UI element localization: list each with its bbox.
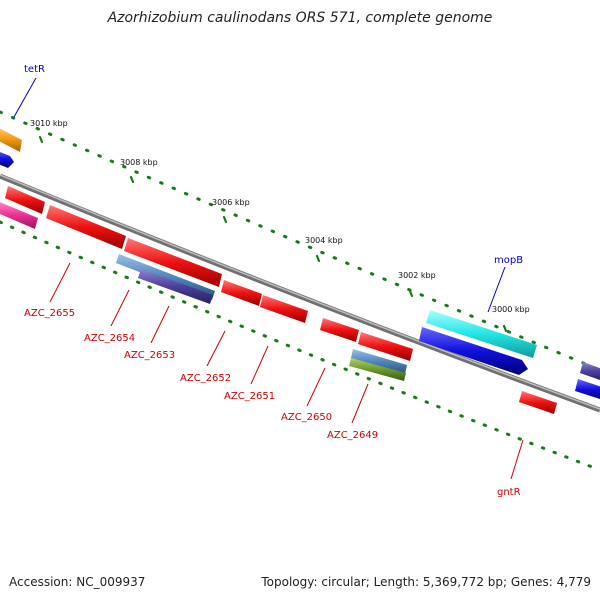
gene-label-gntR: gntR: [497, 487, 521, 498]
leader-lines: [13, 77, 524, 480]
gene-arrow: [349, 358, 406, 381]
gene-arrow: [426, 310, 537, 358]
gene-label-AZC_2655: AZC_2655: [24, 308, 75, 319]
gene-arrow: [138, 269, 213, 304]
gene-label-AZC_2651: AZC_2651: [224, 391, 275, 402]
tick-label: 3000 kbp: [492, 305, 530, 314]
gene-label-tetR: tetR: [24, 64, 45, 75]
gene-arrow: [221, 280, 262, 306]
tick-label: 3010 kbp: [30, 119, 68, 128]
map-title: Azorhizobium caulinodans ORS 571, comple…: [107, 10, 493, 26]
tick-label: 3004 kbp: [305, 236, 343, 245]
gene-label-AZC_2654: AZC_2654: [84, 333, 135, 344]
gene-arrow: [0, 152, 14, 168]
gene-arrow: [260, 295, 308, 323]
forward-genes: [0, 128, 600, 400]
gene-label-mopB: mopB: [494, 255, 523, 266]
tick-label: 3006 kbp: [212, 198, 250, 207]
genome-stats-text: Topology: circular; Length: 5,369,772 bp…: [261, 575, 591, 589]
gene-arrow: [124, 238, 222, 287]
gene-arrow: [575, 379, 600, 400]
gene-arrow: [46, 205, 126, 249]
tick-label: 3008 kbp: [120, 158, 158, 167]
gene-label-AZC_2649: AZC_2649: [327, 430, 378, 441]
tick-track-outer: [0, 110, 600, 372]
tick-track-inner: [0, 220, 600, 472]
gene-arrow: [0, 128, 22, 152]
gene-arrow: [580, 362, 600, 380]
gene-label-AZC_2652: AZC_2652: [180, 373, 231, 384]
gene-arrow: [351, 349, 407, 374]
reverse-genes: [0, 186, 557, 414]
gene-arrow: [358, 332, 413, 361]
major-ticks: [38, 135, 508, 333]
gene-arrow: [519, 391, 557, 414]
genome-backbone: [0, 173, 600, 413]
gene-label-AZC_2650: AZC_2650: [281, 412, 332, 423]
accession-text: Accession: NC_009937: [9, 575, 146, 589]
gene-arrow: [0, 202, 38, 229]
gene-arrow: [320, 318, 359, 342]
tick-label: 3002 kbp: [398, 271, 436, 280]
gene-arrow: [5, 186, 45, 214]
gene-arrow: [419, 327, 528, 375]
gene-label-AZC_2653: AZC_2653: [124, 350, 175, 361]
